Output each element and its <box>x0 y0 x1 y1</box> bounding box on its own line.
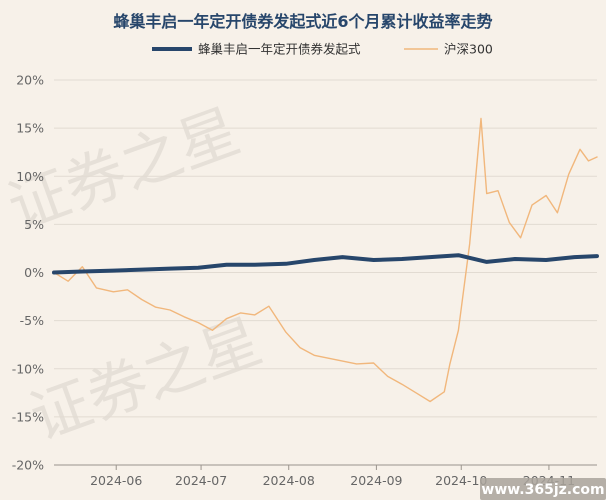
y-tick-label: -5% <box>20 313 44 328</box>
x-tick-label: 2024-10 <box>435 473 487 488</box>
x-tick-label: 2024-08 <box>263 473 315 488</box>
legend-label-fund: 蜂巢丰启一年定开债券发起式 <box>198 42 361 57</box>
x-tick-label: 2024-09 <box>350 473 402 488</box>
x-tick-label: 2024-06 <box>90 473 142 488</box>
site-badge-background <box>480 478 606 500</box>
series-line-fund <box>52 253 599 275</box>
y-tick-label: 0% <box>24 265 44 280</box>
x-tick-label: 2024-07 <box>175 473 227 488</box>
y-tick-label: -15% <box>12 409 44 424</box>
site-badge-label: www.365jz.com <box>481 482 604 498</box>
y-tick-label: 5% <box>24 217 44 232</box>
y-tick-label: 20% <box>16 73 44 88</box>
y-axis-ticks: 20% 15% 10% 5% 0% -5% -10% -15% -20% <box>12 73 44 473</box>
watermark-text: 证券之星 <box>21 306 270 454</box>
legend: 蜂巢丰启一年定开债券发起式 沪深300 <box>152 42 493 57</box>
y-tick-label: 15% <box>16 121 44 136</box>
series-line-csi300 <box>53 117 598 403</box>
chart-title: 蜂巢丰启一年定开债券发起式近6个月累计收益率走势 <box>113 12 492 31</box>
y-tick-label: 10% <box>16 169 44 184</box>
series-layer <box>52 117 599 403</box>
grid <box>54 79 597 466</box>
legend-label-csi300: 沪深300 <box>444 42 493 57</box>
site-badge: www.365jz.com <box>480 478 606 500</box>
y-tick-label: -10% <box>12 361 44 376</box>
y-tick-label: -20% <box>12 458 44 473</box>
